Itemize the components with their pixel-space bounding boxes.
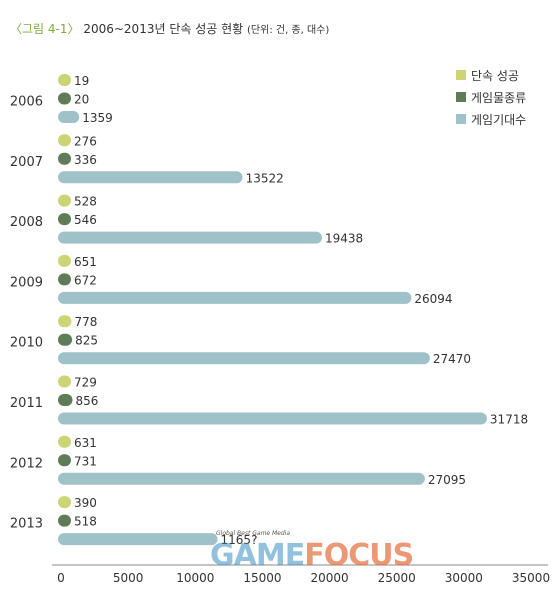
legend-swatch <box>456 70 466 80</box>
bar <box>58 291 412 304</box>
data-label: 1359 <box>82 111 113 125</box>
x-tick-label: 30000 <box>445 571 483 585</box>
title-unit: (단위: 건, 종, 대수) <box>247 25 330 36</box>
bar <box>58 352 430 365</box>
data-label: 651 <box>74 255 97 269</box>
bar <box>58 213 71 226</box>
category-label: 2013 <box>10 517 43 532</box>
bar <box>58 231 323 244</box>
bar <box>58 152 71 165</box>
legend-label: 게임물종류 <box>471 91 526 105</box>
legend-swatch <box>456 114 466 124</box>
bar <box>58 412 487 425</box>
category-label: 2011 <box>10 396 43 411</box>
figure-number: 〈그림 4-1〉 <box>10 22 80 36</box>
x-tick-label: 20000 <box>310 571 348 585</box>
bar <box>58 171 243 184</box>
bar <box>58 254 71 267</box>
data-label: 528 <box>74 195 97 209</box>
chart-title: 〈그림 4-1〉 2006~2013년 단속 성공 현황 (단위: 건, 종, … <box>10 20 329 37</box>
legend-label: 단속 성공 <box>471 69 519 83</box>
data-label: 1165? <box>221 533 258 547</box>
bar <box>58 435 71 448</box>
data-label: 27095 <box>428 473 466 487</box>
data-label: 672 <box>74 273 97 287</box>
legend-swatch <box>456 92 466 102</box>
bar <box>58 514 71 527</box>
watermark-focus: FOCUS <box>304 538 414 573</box>
data-label: 31718 <box>490 413 528 427</box>
data-label: 546 <box>74 213 97 227</box>
watermark-game: GAME <box>210 538 305 573</box>
x-tick-label: 35000 <box>512 571 550 585</box>
category-label: 2012 <box>10 456 43 471</box>
bar <box>58 533 218 546</box>
bar <box>58 472 425 485</box>
x-tick-label: 0 <box>57 571 65 585</box>
category-label: 2009 <box>10 275 43 290</box>
title-main: 2006~2013년 단속 성공 현황 <box>83 22 244 36</box>
bar <box>58 333 73 346</box>
data-label: 731 <box>74 454 97 468</box>
data-label: 729 <box>74 376 97 390</box>
data-label: 26094 <box>414 292 452 306</box>
bar <box>58 496 71 509</box>
bar <box>58 375 71 388</box>
watermark-logo: GAMEFOCUS <box>210 538 414 573</box>
x-tick-label: 15000 <box>243 571 281 585</box>
x-tick-label: 5000 <box>113 571 144 585</box>
category-label: 2007 <box>10 155 43 170</box>
data-label: 518 <box>74 515 97 529</box>
bar <box>58 92 71 105</box>
category-label: 2010 <box>10 336 43 351</box>
bar <box>58 273 71 286</box>
data-label: 778 <box>74 315 97 329</box>
bar <box>58 394 73 406</box>
data-label: 19 <box>74 74 89 88</box>
data-label: 825 <box>75 334 98 348</box>
data-label: 336 <box>74 153 97 167</box>
bar <box>58 111 80 123</box>
bar <box>58 454 71 467</box>
data-label: 13522 <box>246 171 284 185</box>
bar <box>58 74 71 86</box>
data-label: 856 <box>75 394 98 408</box>
x-tick-label: 25000 <box>378 571 416 585</box>
data-label: 631 <box>74 436 97 450</box>
data-label: 276 <box>74 134 97 148</box>
x-tick-label: 10000 <box>176 571 214 585</box>
category-label: 2006 <box>10 95 43 110</box>
bar <box>58 315 72 328</box>
legend-label: 게임기대수 <box>471 113 526 127</box>
bar <box>58 134 71 147</box>
bar <box>58 194 71 207</box>
data-label: 27470 <box>433 352 471 366</box>
category-label: 2008 <box>10 215 43 230</box>
watermark-tagline: Global Best Game Media <box>216 530 291 537</box>
data-label: 19438 <box>325 232 363 246</box>
data-label: 20 <box>74 93 89 107</box>
data-label: 390 <box>74 496 97 510</box>
